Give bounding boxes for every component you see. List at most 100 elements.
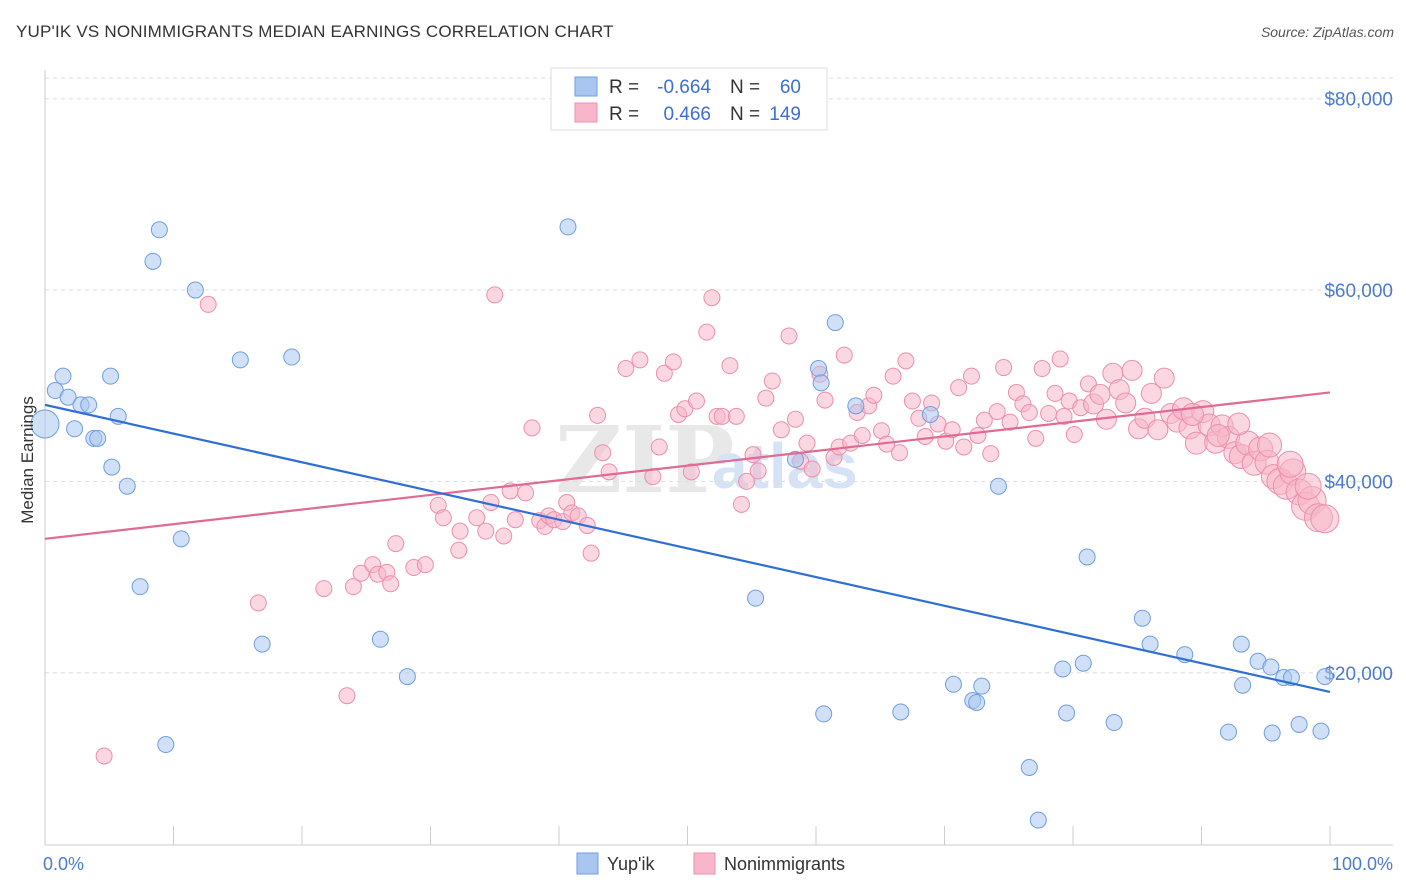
nonimmigrants-point xyxy=(1051,350,1069,368)
yupik-point xyxy=(1312,722,1330,740)
bottom-legend: Yup'ik Nonimmigrants xyxy=(576,852,845,875)
yupik-point xyxy=(157,736,175,754)
nonimmigrants-point xyxy=(338,687,356,705)
nonimmigrants-point xyxy=(1276,450,1304,478)
nonimmigrants-point xyxy=(506,511,524,529)
nonimmigrants-point xyxy=(477,522,495,540)
nonimmigrants-point xyxy=(865,386,883,404)
y-tick-labels: $20,000 $40,000 $60,000 $80,000 xyxy=(1324,90,1393,685)
yupik-point xyxy=(371,630,389,648)
yupik-point xyxy=(1058,704,1076,722)
legend-r-label-2: R = xyxy=(609,104,639,125)
yupik-point xyxy=(747,589,765,607)
nonimmigrants-point xyxy=(517,484,535,502)
nonimmigrants-point xyxy=(891,444,909,462)
nonimmigrants-point xyxy=(344,578,362,596)
nonimmigrants-point xyxy=(486,286,504,304)
yupik-point xyxy=(172,530,190,548)
nonimmigrants-point xyxy=(1294,472,1322,500)
legend-r-value-2: 0.466 xyxy=(663,104,711,125)
nonimmigrants-point xyxy=(1089,383,1111,405)
legend-r-label-1: R = xyxy=(609,77,639,98)
nonimmigrants-point xyxy=(382,575,400,593)
yupik-point xyxy=(186,281,204,299)
yupik-point xyxy=(968,693,986,711)
nonimmigrants-point xyxy=(798,434,816,452)
nonimmigrants-points xyxy=(95,286,1340,765)
yupik-point xyxy=(1029,811,1047,829)
yupik-point xyxy=(80,396,98,414)
chart-title: YUP'IK VS NONIMMIGRANTS MEDIAN EARNINGS … xyxy=(16,22,614,41)
yupik-point xyxy=(59,388,77,406)
trend-lines xyxy=(44,391,1331,693)
legend-n-value-2: 149 xyxy=(769,104,801,125)
nonimmigrants-point xyxy=(631,351,649,369)
yupik-point xyxy=(847,397,865,415)
yupik-point xyxy=(253,635,271,653)
nonimmigrants-point xyxy=(594,444,612,462)
y-tick-label: $40,000 xyxy=(1324,472,1393,493)
bottom-legend-nonimmigrants: Nonimmigrants xyxy=(724,854,845,874)
nonimmigrants-point xyxy=(199,295,217,313)
yupik-point xyxy=(1133,609,1151,627)
yupik-point xyxy=(1054,660,1072,678)
nonimmigrants-point xyxy=(732,495,750,513)
nonimmigrants-point xyxy=(703,289,721,307)
yupik-point xyxy=(231,351,249,369)
top-legend: R = -0.664 N = 60 R = 0.466 N = 149 xyxy=(550,67,828,131)
nonimmigrants-point xyxy=(1227,412,1251,436)
yupik-point xyxy=(1262,658,1280,676)
bottom-legend-swatch-nonimmigrants xyxy=(693,852,716,875)
yupik-point xyxy=(398,668,416,686)
y-tick-label: $80,000 xyxy=(1324,90,1393,111)
nonimmigrants-point xyxy=(1310,504,1340,534)
yupik-point xyxy=(1263,724,1281,742)
watermark-zip: ZIP xyxy=(555,406,734,514)
axes xyxy=(44,70,1393,846)
nonimmigrants-point xyxy=(955,438,973,456)
nonimmigrants-point xyxy=(803,460,821,478)
nonimmigrants-point xyxy=(416,556,434,574)
nonimmigrants-point xyxy=(687,392,705,410)
yupik-point xyxy=(30,409,60,439)
yupik-point xyxy=(944,675,962,693)
nonimmigrants-point xyxy=(450,541,468,559)
nonimmigrants-point xyxy=(1046,384,1064,402)
nonimmigrants-point xyxy=(589,406,607,424)
nonimmigrants-point xyxy=(721,357,739,375)
nonimmigrants-point xyxy=(1055,407,1073,425)
yupik-point xyxy=(283,348,301,366)
nonimmigrants-point xyxy=(713,407,731,425)
y-tick-label: $20,000 xyxy=(1324,664,1393,685)
nonimmigrants-point xyxy=(916,427,934,445)
nonimmigrants-point xyxy=(1206,423,1230,447)
nonimmigrants-point xyxy=(835,346,853,364)
yupik-point xyxy=(1105,714,1123,732)
x-tick-label-min: 0.0% xyxy=(43,854,84,874)
nonimmigrants-point xyxy=(650,438,668,456)
nonimmigrants-point xyxy=(1121,359,1143,381)
nonimmigrants-point xyxy=(1033,360,1051,378)
yupik-point xyxy=(1232,635,1250,653)
nonimmigrants-point xyxy=(682,463,700,481)
yupik-point xyxy=(1078,548,1096,566)
grid-lines xyxy=(45,77,1393,674)
nonimmigrants-point xyxy=(903,392,921,410)
nonimmigrants-point xyxy=(617,360,635,378)
legend-swatch-yupik xyxy=(574,76,598,97)
nonimmigrants-point xyxy=(387,535,405,553)
nonimmigrants-point xyxy=(698,323,716,341)
legend-n-value-1: 60 xyxy=(780,77,801,98)
nonimmigrants-point xyxy=(1147,419,1169,441)
nonimmigrants-point xyxy=(772,421,790,439)
nonimmigrants-point xyxy=(1257,432,1283,458)
nonimmigrants-point xyxy=(1001,413,1019,431)
nonimmigrants-point xyxy=(1040,404,1058,422)
nonimmigrants-point xyxy=(1153,367,1175,389)
bottom-legend-yupik: Yup'ik xyxy=(607,854,655,874)
yupik-point xyxy=(102,367,120,385)
nonimmigrants-point xyxy=(757,389,775,407)
yupik-point xyxy=(1074,654,1092,672)
yupik-point xyxy=(150,221,168,239)
yupik-point xyxy=(989,477,1007,495)
